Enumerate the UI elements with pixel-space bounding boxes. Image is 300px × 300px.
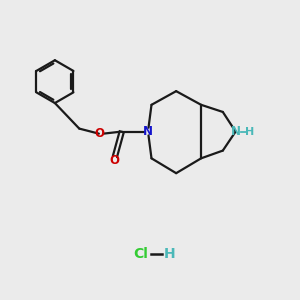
Text: N: N [142,125,153,138]
Text: O: O [109,154,119,167]
Text: Cl: Cl [134,247,148,261]
Text: N: N [231,125,241,138]
Text: O: O [94,127,104,140]
Text: H: H [164,247,175,261]
Text: H: H [245,127,254,136]
